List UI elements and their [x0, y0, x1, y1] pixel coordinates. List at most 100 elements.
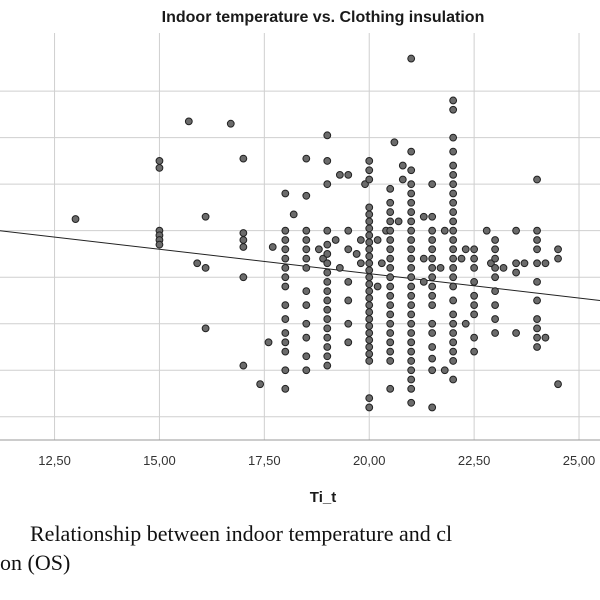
data-point — [155, 163, 164, 172]
data-point — [554, 254, 562, 263]
data-point — [491, 236, 500, 244]
data-point — [365, 231, 374, 240]
x-tick-label: 15,00 — [143, 453, 176, 468]
data-point — [373, 236, 382, 244]
data-point — [323, 333, 332, 342]
data-point — [356, 236, 365, 244]
data-point — [344, 226, 353, 235]
data-point — [281, 347, 290, 356]
data-point — [365, 252, 374, 261]
data-point — [281, 384, 290, 393]
data-point — [428, 245, 437, 254]
caption-line-1: Relationship between indoor temperature … — [30, 521, 453, 546]
data-point — [449, 236, 458, 244]
data-point — [428, 301, 437, 310]
data-point — [428, 291, 437, 300]
data-point — [482, 226, 491, 235]
data-point — [302, 319, 311, 328]
data-point — [302, 236, 311, 244]
data-point — [407, 189, 416, 198]
data-point — [323, 361, 332, 370]
data-point — [461, 245, 470, 254]
data-point — [281, 263, 290, 272]
grid-lines — [0, 33, 600, 440]
data-point — [449, 310, 458, 319]
data-point — [491, 245, 500, 254]
data-point — [344, 338, 353, 347]
data-point — [428, 263, 437, 272]
data-point — [193, 259, 202, 268]
data-point — [533, 175, 541, 184]
data-point — [407, 338, 416, 347]
data-point — [155, 157, 164, 165]
data-point — [323, 250, 332, 258]
data-point — [470, 310, 479, 319]
data-point — [239, 229, 248, 237]
data-point — [239, 154, 248, 163]
data-point — [533, 324, 541, 333]
data-point — [268, 243, 277, 251]
data-point — [365, 245, 374, 254]
data-point — [373, 282, 382, 291]
data-point — [155, 240, 164, 249]
data-point — [390, 138, 399, 147]
data-point — [428, 180, 437, 189]
data-point — [470, 245, 479, 254]
data-point — [407, 347, 416, 356]
data-point — [407, 254, 416, 263]
x-tick-label: 12,50 — [38, 453, 71, 468]
data-point — [398, 161, 407, 170]
data-point — [470, 333, 479, 342]
data-point — [281, 301, 290, 310]
data-point — [533, 277, 541, 286]
data-point — [323, 305, 332, 314]
data-point — [407, 310, 416, 319]
x-axis-label: Ti_t — [310, 489, 336, 506]
data-point — [356, 259, 365, 268]
x-tick-label: 17,50 — [248, 453, 281, 468]
data-point — [281, 245, 290, 254]
data-point — [302, 333, 311, 342]
data-point — [302, 154, 311, 163]
data-point — [407, 398, 416, 407]
data-point — [386, 226, 395, 235]
data-point — [352, 250, 361, 258]
data-point — [554, 245, 562, 254]
data-point — [323, 131, 332, 140]
data-point — [449, 263, 458, 272]
data-point — [533, 226, 541, 235]
data-point — [419, 254, 428, 263]
x-tick-label: 22,50 — [458, 453, 491, 468]
data-point — [365, 203, 374, 212]
data-point — [323, 226, 332, 235]
data-point — [386, 254, 395, 263]
data-point — [386, 208, 395, 216]
data-point — [407, 208, 416, 216]
data-point — [239, 236, 248, 244]
data-point — [407, 329, 416, 337]
data-point — [386, 273, 395, 282]
data-point — [533, 343, 541, 351]
data-point — [436, 263, 445, 272]
data-point — [386, 347, 395, 356]
data-point — [365, 394, 374, 403]
data-points — [71, 54, 562, 412]
data-point — [323, 352, 332, 361]
data-point — [386, 282, 395, 291]
data-point — [491, 254, 500, 263]
data-point — [428, 254, 437, 263]
data-point — [281, 329, 290, 337]
data-point — [256, 380, 265, 389]
data-point — [365, 287, 374, 296]
data-point — [386, 217, 395, 226]
data-point — [428, 329, 437, 337]
data-point — [386, 301, 395, 310]
data-point — [365, 301, 374, 310]
data-point — [264, 338, 273, 347]
data-point — [407, 291, 416, 300]
data-point — [428, 319, 437, 328]
data-point — [289, 210, 298, 219]
data-point — [365, 266, 374, 275]
data-point — [239, 273, 248, 282]
data-point — [407, 273, 416, 282]
